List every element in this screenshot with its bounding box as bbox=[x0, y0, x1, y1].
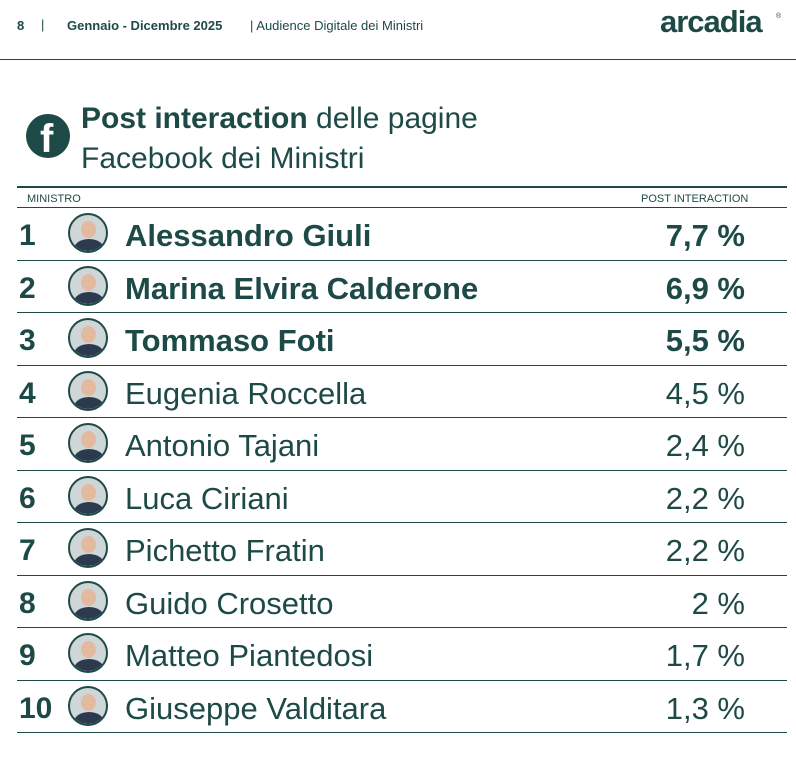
row-rank: 4 bbox=[19, 376, 36, 410]
post-interaction-value: 2,2 % bbox=[665, 480, 745, 516]
title-bold: Post interaction bbox=[81, 102, 308, 135]
post-interaction-value: 7,7 % bbox=[665, 218, 745, 253]
table-row: 2 Marina Elvira Calderone 6,9 % bbox=[17, 261, 787, 313]
row-rank: 8 bbox=[19, 586, 36, 620]
row-rank: 6 bbox=[19, 481, 36, 515]
minister-name: Marina Elvira Calderone bbox=[125, 270, 479, 306]
page-number: 8 bbox=[17, 18, 25, 33]
table-header: MINISTRO POST INTERACTION bbox=[17, 186, 787, 208]
minister-name: Guido Crosetto bbox=[125, 585, 334, 621]
table-row: 7 Pichetto Fratin 2,2 % bbox=[17, 523, 787, 576]
page-title: Post interaction delle pagine bbox=[81, 102, 478, 136]
minister-avatar bbox=[68, 213, 108, 253]
table-row: 1 Alessandro Giuli 7,7 % bbox=[17, 208, 787, 261]
minister-avatar bbox=[68, 685, 108, 726]
table-row: 3 Tommaso Foti 5,5 % bbox=[17, 313, 787, 366]
minister-name: Luca Ciriani bbox=[125, 480, 289, 516]
post-interaction-value: 2 % bbox=[691, 585, 745, 621]
report-period: Gennaio - Dicembre 2025 bbox=[67, 18, 223, 33]
arcadia-logo: arcadia bbox=[660, 4, 763, 39]
registered-mark: ® bbox=[776, 13, 782, 20]
minister-name: Matteo Piantedosi bbox=[125, 638, 374, 673]
ranking-table: 1 Alessandro Giuli 7,7 % 2 Marina Elvira Cal… bbox=[17, 208, 787, 733]
row-rank: 1 bbox=[19, 219, 36, 252]
minister-avatar bbox=[68, 475, 108, 516]
page-header: 8 | Gennaio - Dicembre 2025 | Audience D… bbox=[0, 0, 796, 60]
minister-name: Giuseppe Valditara bbox=[125, 690, 387, 726]
minister-avatar bbox=[68, 633, 108, 673]
minister-avatar bbox=[68, 528, 108, 568]
page-title-line2: Facebook dei Ministri bbox=[81, 142, 365, 175]
report-subtitle: | Audience Digitale dei Ministri bbox=[250, 18, 424, 33]
table-row: 9 Matteo Piantedosi 1,7 % bbox=[17, 628, 787, 681]
header-separator: | bbox=[41, 17, 45, 32]
table-row: 5 Antonio Tajani 2,4 % bbox=[17, 418, 787, 471]
minister-avatar bbox=[68, 423, 108, 463]
row-rank: 3 bbox=[19, 324, 36, 357]
post-interaction-value: 1,3 % bbox=[665, 690, 745, 726]
minister-avatar bbox=[68, 265, 108, 306]
minister-avatar bbox=[68, 370, 108, 411]
minister-name: Tommaso Foti bbox=[125, 323, 335, 358]
post-interaction-value: 2,4 % bbox=[665, 428, 745, 463]
minister-name: Pichetto Fratin bbox=[125, 533, 325, 568]
table-row: 8 Guido Crosetto 2 % bbox=[17, 576, 787, 628]
table-row: 10 Giuseppe Valditara 1,3 % bbox=[17, 681, 787, 733]
minister-avatar bbox=[68, 318, 108, 358]
row-rank: 7 bbox=[19, 534, 36, 567]
row-rank: 10 bbox=[19, 691, 53, 725]
post-interaction-value: 1,7 % bbox=[665, 638, 745, 673]
minister-name: Antonio Tajani bbox=[125, 428, 320, 463]
post-interaction-value: 4,5 % bbox=[665, 375, 745, 411]
post-interaction-value: 5,5 % bbox=[665, 323, 745, 358]
column-header-minister: MINISTRO bbox=[27, 193, 81, 205]
post-interaction-value: 2,2 % bbox=[665, 533, 745, 568]
facebook-icon: f bbox=[26, 114, 70, 161]
table-row: 6 Luca Ciriani 2,2 % bbox=[17, 471, 787, 523]
column-header-post-interaction: POST INTERACTION bbox=[641, 193, 749, 205]
row-rank: 5 bbox=[19, 429, 36, 462]
minister-avatar bbox=[68, 580, 108, 621]
post-interaction-value: 6,9 % bbox=[665, 270, 745, 306]
minister-name: Eugenia Roccella bbox=[125, 375, 367, 411]
minister-name: Alessandro Giuli bbox=[125, 218, 372, 253]
row-rank: 2 bbox=[19, 271, 36, 305]
title-rest: delle pagine bbox=[307, 102, 478, 135]
table-row: 4 Eugenia Roccella 4,5 % bbox=[17, 366, 787, 418]
row-rank: 9 bbox=[19, 639, 36, 672]
